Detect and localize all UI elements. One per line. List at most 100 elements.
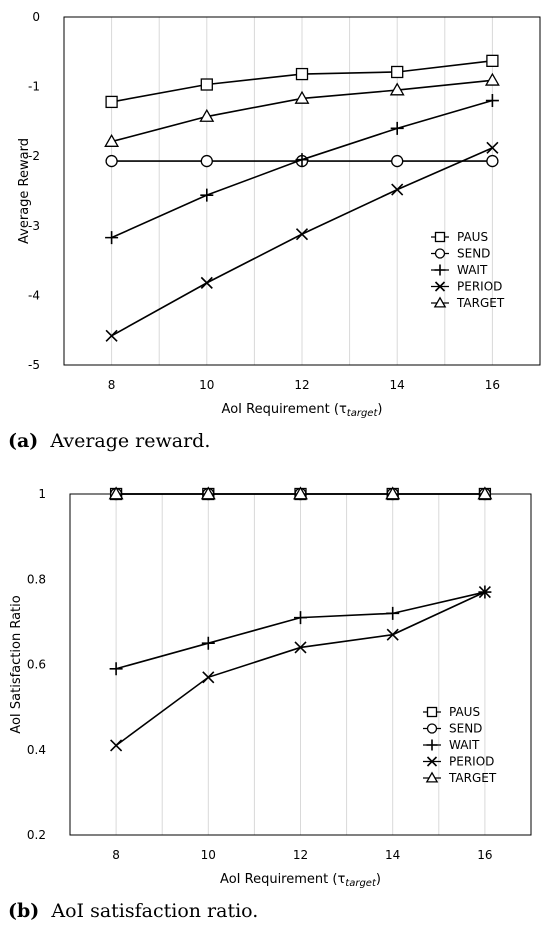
chart-b-point-period bbox=[202, 671, 215, 684]
chart-a-legend-item-wait: WAIT bbox=[431, 263, 488, 277]
chart-b-xtick-label: 8 bbox=[112, 848, 120, 862]
chart-a-point-target bbox=[389, 82, 405, 96]
chart-b-point-target bbox=[385, 486, 401, 500]
chart-a-point-target bbox=[104, 133, 120, 147]
chart-b-legend-item-period: PERIOD bbox=[423, 755, 494, 769]
chart-b-series-target bbox=[108, 486, 493, 500]
chart-b-point-period bbox=[110, 739, 123, 752]
chart-b-ytick-label: 0.4 bbox=[27, 743, 46, 757]
chart-a-point-wait bbox=[390, 121, 404, 135]
chart-a-xtick-label: 10 bbox=[199, 378, 214, 392]
chart-b-point-target bbox=[200, 486, 216, 500]
chart-a-xtick-label: 16 bbox=[485, 378, 500, 392]
chart-b-legend-marker-target bbox=[425, 771, 439, 783]
chart-b-legend-item-target: TARGET bbox=[423, 771, 497, 785]
chart-a-point-period bbox=[486, 141, 499, 154]
chart-a-legend-item-period: PERIOD bbox=[431, 280, 502, 294]
chart-a-xtick-label: 12 bbox=[294, 378, 309, 392]
chart-a-y-axis-title: Average Reward bbox=[17, 138, 32, 244]
chart-a-xtick-label: 14 bbox=[390, 378, 405, 392]
chart-b-point-wait bbox=[109, 662, 123, 676]
chart-a-series-wait bbox=[105, 94, 499, 245]
chart-a-point-period bbox=[391, 183, 404, 196]
chart-b-legend-item-wait: WAIT bbox=[423, 738, 480, 752]
chart-a-point-paus bbox=[105, 95, 118, 109]
chart-b-legend-item-send: SEND bbox=[423, 722, 482, 736]
chart-b-ytick-label: 1 bbox=[38, 487, 46, 501]
chart-a-ytick-label: 0 bbox=[32, 10, 40, 24]
chart-a-point-send bbox=[200, 154, 213, 168]
chart-b-legend-marker-paus bbox=[426, 706, 438, 718]
chart-b-legend-label-paus: PAUS bbox=[449, 705, 480, 719]
chart-b-legend-label-send: SEND bbox=[449, 722, 482, 736]
chart-b-xtick-label: 10 bbox=[201, 848, 216, 862]
chart-b-legend-label-wait: WAIT bbox=[449, 738, 480, 752]
chart-a-ytick-label: -3 bbox=[28, 219, 40, 233]
chart-b-point-wait bbox=[386, 606, 400, 620]
chart-a-point-target bbox=[484, 72, 500, 86]
chart-a-point-wait bbox=[105, 231, 119, 245]
caption-a-label: (a) bbox=[8, 430, 39, 452]
chart-a-point-paus bbox=[391, 65, 404, 79]
chart-b-point-wait bbox=[201, 636, 215, 650]
chart-a-ytick-label: -5 bbox=[28, 358, 40, 372]
chart-b-point-period bbox=[386, 628, 399, 641]
chart-a-point-period bbox=[105, 329, 118, 342]
chart-a-point-target bbox=[294, 90, 310, 104]
chart-a-legend-label-wait: WAIT bbox=[457, 263, 488, 277]
chart-a-point-send bbox=[486, 154, 499, 168]
chart-a-legend-marker-period bbox=[434, 281, 446, 292]
chart-a-ytick-label: -1 bbox=[28, 80, 40, 94]
chart-a-point-wait bbox=[200, 188, 214, 202]
chart-b-legend-marker-period bbox=[426, 756, 438, 767]
caption-a-text: Average reward. bbox=[50, 430, 211, 452]
chart-b-legend-marker-wait bbox=[426, 739, 438, 751]
caption-a: (a) Average reward. bbox=[8, 430, 210, 452]
chart-a-legend-marker-target bbox=[433, 296, 447, 308]
chart-a-point-period bbox=[295, 228, 309, 241]
chart-b-series-period bbox=[110, 585, 491, 752]
chart-a-point-paus bbox=[486, 54, 499, 67]
chart-b-aoi-satisfaction: 1 0.8 0.6 0.4 0.2 8 10 12 14 16 AoI Requirement (τ… bbox=[9, 486, 532, 889]
chart-a-legend: PAUS SEND WAIT PERIOD TARGET bbox=[431, 230, 505, 310]
chart-b-xtick-label: 12 bbox=[293, 848, 308, 862]
chart-b-point-period bbox=[478, 585, 491, 599]
chart-b-ytick-label: 0.2 bbox=[27, 828, 46, 842]
chart-a-legend-marker-paus bbox=[434, 231, 446, 243]
chart-a-legend-item-target: TARGET bbox=[431, 296, 505, 310]
chart-a-series-period bbox=[105, 141, 499, 342]
chart-a-point-send bbox=[105, 154, 118, 168]
chart-b-point-wait bbox=[294, 611, 307, 625]
chart-b-legend-label-period: PERIOD bbox=[449, 755, 494, 769]
chart-a-point-period bbox=[200, 276, 213, 289]
chart-b-xtick-label: 16 bbox=[477, 848, 492, 862]
chart-b-legend-label-target: TARGET bbox=[448, 771, 497, 785]
chart-a-ytick-label: -4 bbox=[28, 288, 40, 302]
chart-b-ytick-label: 0.6 bbox=[27, 658, 46, 672]
chart-a-legend-label-send: SEND bbox=[457, 247, 490, 261]
chart-b-legend-marker-send bbox=[426, 723, 438, 734]
chart-a-point-target bbox=[199, 108, 215, 122]
chart-b-xtick-label: 14 bbox=[385, 848, 400, 862]
chart-a-legend-label-paus: PAUS bbox=[457, 230, 488, 244]
caption-b-text: AoI satisfaction ratio. bbox=[51, 900, 259, 922]
chart-a-point-wait bbox=[485, 94, 499, 108]
chart-b-point-target bbox=[108, 486, 124, 500]
chart-b-point-target bbox=[477, 486, 493, 500]
chart-a-legend-item-send: SEND bbox=[431, 247, 490, 261]
caption-b: (b) AoI satisfaction ratio. bbox=[8, 900, 258, 922]
chart-b-y-axis-title: AoI Satisfaction Ratio bbox=[9, 595, 24, 733]
chart-a-xtick-label: 8 bbox=[108, 378, 116, 392]
chart-a-average-reward: 0 -1 -2 -3 -4 -5 8 10 12 14 16 AoI Requirement (τta… bbox=[17, 10, 541, 419]
chart-a-legend-marker-wait bbox=[434, 264, 446, 276]
chart-a-legend-marker-send bbox=[434, 248, 446, 259]
caption-b-label: (b) bbox=[8, 900, 40, 922]
chart-a-legend-label-target: TARGET bbox=[456, 296, 505, 310]
chart-b-ytick-label: 0.8 bbox=[27, 572, 46, 586]
chart-a-series-paus bbox=[105, 54, 499, 109]
chart-a-x-axis-title: AoI Requirement (τtarget) bbox=[222, 402, 383, 419]
chart-b-legend: PAUS SEND WAIT PERIOD TARGET bbox=[423, 705, 497, 785]
chart-a-point-paus bbox=[200, 78, 213, 91]
chart-a-point-paus bbox=[295, 67, 309, 81]
chart-a-legend-item-paus: PAUS bbox=[431, 230, 488, 244]
